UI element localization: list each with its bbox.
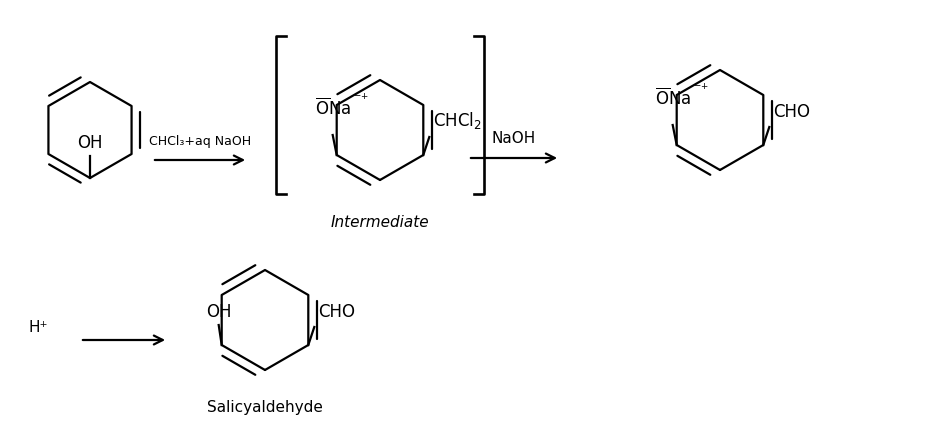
Text: CHCl₃+aq NaOH: CHCl₃+aq NaOH [149, 135, 251, 148]
Text: $\mathregular{\overline{O}}$Na: $\mathregular{\overline{O}}$Na [654, 88, 690, 109]
Text: $^{-}$: $^{-}$ [692, 82, 700, 95]
Text: $^{+}$: $^{+}$ [360, 92, 368, 105]
Text: $^{-}$: $^{-}$ [352, 92, 361, 105]
Text: CHO: CHO [772, 103, 809, 121]
Text: H⁺: H⁺ [28, 321, 48, 336]
Text: OH: OH [77, 134, 103, 152]
Text: $\mathregular{\overline{O}}$Na: $\mathregular{\overline{O}}$Na [314, 98, 350, 119]
Text: NaOH: NaOH [492, 131, 535, 146]
Text: Salicyaldehyde: Salicyaldehyde [207, 400, 323, 415]
Text: CHCl$_2$: CHCl$_2$ [433, 110, 481, 131]
Text: Intermediate: Intermediate [330, 215, 429, 230]
Text: OH: OH [206, 303, 231, 321]
Text: $^{+}$: $^{+}$ [699, 82, 707, 95]
Text: CHO: CHO [318, 303, 355, 321]
